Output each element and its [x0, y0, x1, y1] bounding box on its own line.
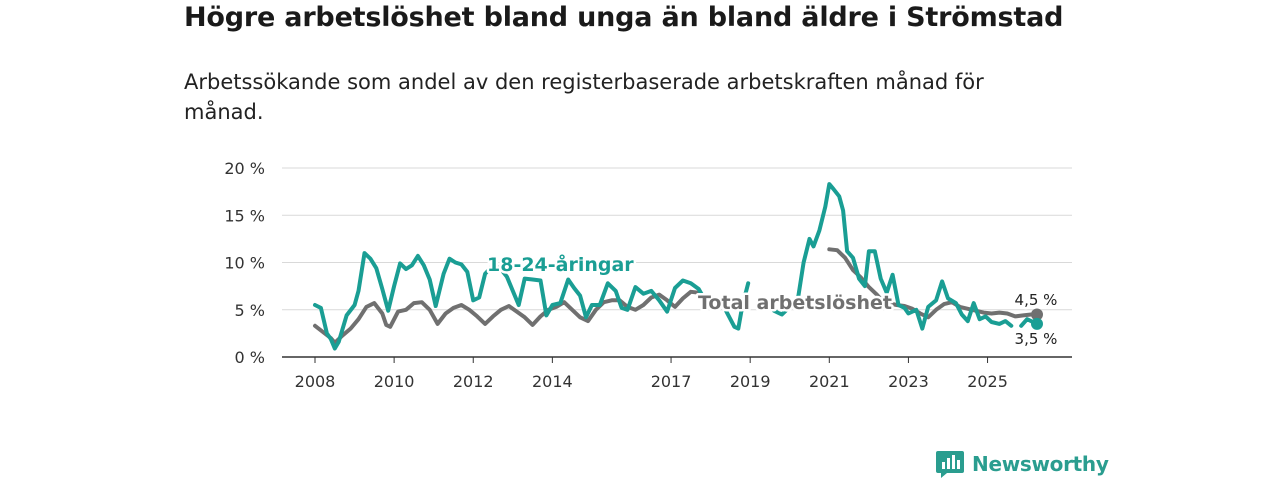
chart-subtitle: Arbetssökande som andel av den registerb…	[184, 70, 984, 124]
x-tick-label: 2023	[888, 372, 929, 391]
end-value-label-youth: 3,5 %	[1015, 330, 1058, 348]
line-chart: 0 % 5 % 10 % 15 % 20 % 2008 2010 2012 2014 2017 20…	[224, 159, 1072, 391]
y-tick-label: 0 %	[235, 348, 265, 367]
x-tick-label: 2021	[809, 372, 850, 391]
axis-layer: 0 % 5 % 10 % 15 % 20 % 2008 2010 2012 2014 2017 20…	[224, 159, 1072, 391]
series-label-youth: 18-24-åringar	[487, 252, 634, 276]
series-label-total: Total arbetslöshet	[698, 292, 892, 314]
x-tick-label: 2025	[967, 372, 1008, 391]
label-layer: 18-24-åringar Total arbetslöshet 4,5 % 3,5 …	[485, 250, 1060, 351]
x-tick-label: 2017	[651, 372, 692, 391]
end-point-total	[1031, 308, 1043, 321]
series-layer	[313, 182, 1043, 351]
end-value-label-total: 4,5 %	[1015, 291, 1058, 309]
x-tick-label: 2010	[374, 372, 415, 391]
x-tick-label: 2008	[295, 372, 336, 391]
newsworthy-logo[interactable]: Newsworthy	[936, 448, 1109, 480]
y-tick-label: 15 %	[224, 206, 265, 225]
chart-title: Högre arbetslöshet bland unga än bland ä…	[184, 2, 1064, 33]
y-tick-label: 10 %	[224, 254, 265, 273]
x-tick-label: 2014	[532, 372, 573, 391]
bar-chart-icon	[936, 451, 964, 478]
x-tick-label: 2019	[730, 372, 771, 391]
series-line-youth	[313, 182, 1039, 351]
y-tick-label: 20 %	[224, 159, 265, 178]
end-point-youth	[1031, 317, 1043, 330]
brand-name: Newsworthy	[972, 452, 1109, 476]
y-tick-label: 5 %	[235, 301, 265, 320]
x-tick-label: 2012	[453, 372, 494, 391]
